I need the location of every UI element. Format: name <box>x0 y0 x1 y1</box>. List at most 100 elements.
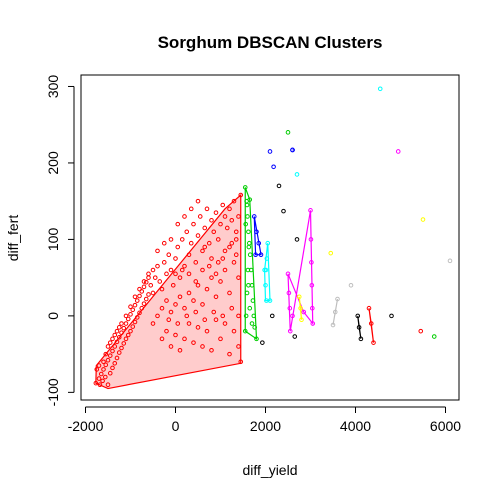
data-point-cluster-1-99 <box>224 225 230 231</box>
data-point-cluster-2-21 <box>246 282 251 288</box>
plot-area-frame <box>80 74 460 401</box>
data-point-cluster-1-112 <box>177 294 183 300</box>
data-point-cluster-1-90 <box>204 206 210 212</box>
data-point-cluster-1-171 <box>193 309 199 315</box>
data-point-noise-17 <box>447 258 453 264</box>
x-tick-label-4: 4000 <box>340 418 371 434</box>
data-point-cluster-1-19 <box>134 298 140 303</box>
data-point-cluster-1-60 <box>101 359 106 365</box>
data-point-cluster-1-148 <box>175 221 181 227</box>
data-point-cluster-1-74 <box>168 267 174 273</box>
data-point-cluster-1-30 <box>105 382 111 388</box>
cluster-hull-5 <box>287 210 314 332</box>
data-point-cluster-1-61 <box>103 351 109 357</box>
data-point-cluster-1-62 <box>107 340 113 345</box>
cluster-hulls <box>95 149 375 390</box>
data-point-cluster-1-4 <box>101 367 106 372</box>
data-point-cluster-2-19 <box>243 221 248 227</box>
data-point-cluster-1-11 <box>116 334 122 340</box>
data-point-cluster-1-142 <box>231 328 237 334</box>
data-point-cluster-1-52 <box>119 321 124 326</box>
x-axis: -2000 0 2000 4000 6000 <box>68 406 461 434</box>
data-point-cluster-1-147 <box>168 237 174 242</box>
data-point-cluster-1-16 <box>128 312 133 317</box>
data-point-noise-9 <box>269 313 275 319</box>
data-point-cluster-1-35 <box>116 350 122 355</box>
data-point-cluster-1-56 <box>137 286 142 292</box>
data-point-cluster-1-132 <box>186 321 192 326</box>
cluster-hull-1 <box>95 193 242 390</box>
data-point-cluster-1-82 <box>186 252 192 258</box>
data-point-cluster-1-158 <box>173 271 178 277</box>
data-point-cluster-5-7 <box>301 309 307 315</box>
data-point-cluster-1-102 <box>231 198 237 204</box>
data-point-cluster-1-28 <box>100 378 105 384</box>
data-point-cluster-1-168 <box>166 317 172 323</box>
data-point-noise-10 <box>260 340 265 345</box>
data-point-cluster-3-5 <box>253 252 258 258</box>
chart-title: Sorghum DBSCAN Clusters <box>158 33 383 52</box>
data-point-cluster-1-29 <box>103 374 108 380</box>
data-point-cluster-2-15 <box>243 313 249 319</box>
data-point-cluster-1-78 <box>177 275 183 280</box>
data-point-cluster-1-152 <box>202 244 208 250</box>
data-point-cluster-5-2 <box>308 237 314 242</box>
data-point-cluster-1-72 <box>164 271 169 277</box>
data-point-cluster-1-173 <box>211 309 217 315</box>
data-point-cluster-1-94 <box>213 210 219 215</box>
data-point-cluster-1-86 <box>195 233 201 238</box>
data-point-cluster-1-87 <box>197 214 203 219</box>
data-point-cluster-1-9 <box>112 344 118 349</box>
data-point-cluster-1-100 <box>227 206 232 212</box>
data-point-cluster-1-135 <box>200 344 205 349</box>
data-point-cluster-1-151 <box>195 198 201 204</box>
data-point-cluster-1-109 <box>164 298 169 303</box>
data-point-cluster-1-85 <box>193 260 199 265</box>
data-point-cluster-2-6 <box>247 197 253 202</box>
data-point-cluster-1-122 <box>222 267 228 273</box>
data-point-cluster-1-153 <box>209 256 214 261</box>
data-point-cluster-6-3 <box>299 317 304 323</box>
data-point-cluster-1-134 <box>195 325 201 330</box>
x-tick-label-3: 2000 <box>250 418 281 434</box>
data-point-cluster-7-3 <box>330 322 336 328</box>
data-point-cluster-1-93 <box>211 229 217 235</box>
data-point-cluster-5-8 <box>285 271 291 277</box>
data-point-cluster-2-13 <box>254 336 259 342</box>
cluster-hull-7 <box>332 298 339 326</box>
data-point-cluster-1-145 <box>155 248 160 254</box>
data-point-cluster-1-33 <box>112 360 118 366</box>
data-point-cluster-1-175 <box>229 305 235 311</box>
data-point-cluster-1-25 <box>94 367 100 372</box>
data-point-cluster-1-13 <box>121 325 127 331</box>
data-point-cluster-1-21 <box>139 289 145 294</box>
data-point-cluster-3-2 <box>254 229 259 235</box>
data-point-cluster-1-167 <box>233 237 239 242</box>
data-point-cluster-1-136 <box>204 328 210 334</box>
data-point-cluster-1-88 <box>200 248 205 254</box>
data-point-cluster-1-51 <box>114 328 120 334</box>
data-point-cluster-1-57 <box>141 279 147 284</box>
data-point-cluster-1-8 <box>110 348 115 354</box>
data-point-cluster-1-91 <box>206 240 212 246</box>
data-point-cluster-2-3 <box>245 214 250 219</box>
data-point-cluster-1-27 <box>97 382 103 388</box>
data-point-cluster-1-121 <box>218 279 223 284</box>
data-point-cluster-1-18 <box>132 302 138 308</box>
data-point-cluster-9-3 <box>371 340 376 345</box>
data-point-cluster-1-117 <box>200 302 205 307</box>
data-point-cluster-1-169 <box>175 321 181 326</box>
data-point-cluster-1-50 <box>110 336 115 342</box>
data-point-cluster-1-128 <box>168 344 174 349</box>
data-point-cluster-2-12 <box>252 325 257 330</box>
data-point-cluster-2-11 <box>251 313 257 319</box>
data-point-cluster-1-108 <box>159 305 165 311</box>
data-point-cluster-1-174 <box>220 313 226 319</box>
data-point-cluster-1-39 <box>125 332 131 338</box>
data-point-cluster-9-1 <box>366 305 372 311</box>
data-point-cluster-5-1 <box>308 208 313 213</box>
data-point-cluster-3-4 <box>258 252 264 258</box>
data-point-cluster-1-70 <box>159 286 165 292</box>
data-point-cluster-1-161 <box>193 279 199 284</box>
